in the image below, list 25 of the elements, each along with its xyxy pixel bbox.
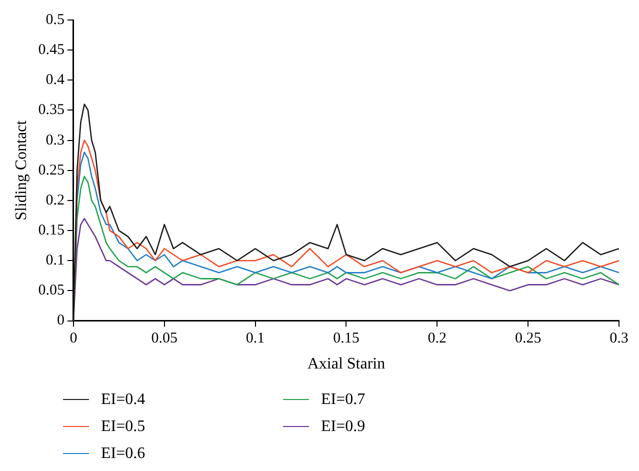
x-axis-title: Axial Starin: [307, 356, 386, 373]
x-tick-label: 0.2: [428, 330, 447, 347]
y-tick-label: 0.5: [46, 12, 64, 28]
y-tick-label: 0.15: [38, 222, 64, 238]
x-tick-label: 0.1: [246, 330, 265, 347]
legend-label: EI=0.5: [101, 418, 146, 436]
x-tick-label: 0.15: [333, 330, 360, 347]
y-tick-label: 0.1: [46, 252, 64, 269]
x-tick-label: 0.25: [514, 330, 542, 347]
y-tick-label: 0.25: [38, 162, 64, 178]
x-tick-label: 0: [70, 330, 78, 347]
y-tick-label: 0.05: [38, 282, 64, 299]
x-tick-label: 0.05: [151, 330, 178, 347]
y-tick-label: 0: [56, 312, 64, 329]
legend-label: EI=0.6: [101, 444, 146, 462]
y-tick-label: 0.45: [38, 42, 64, 58]
legend-label: EI=0.4: [101, 390, 146, 408]
y-tick-label: 0.4: [46, 72, 65, 88]
y-tick-label: 0.35: [38, 102, 64, 118]
y-tick-label: 0.2: [46, 192, 64, 208]
legend-label: EI=0.9: [321, 418, 366, 436]
y-axis-title: Sliding Contact: [12, 120, 30, 220]
x-tick-label: 0.3: [610, 330, 628, 347]
y-tick-label: 0.3: [46, 132, 64, 148]
legend-label: EI=0.7: [321, 390, 366, 408]
